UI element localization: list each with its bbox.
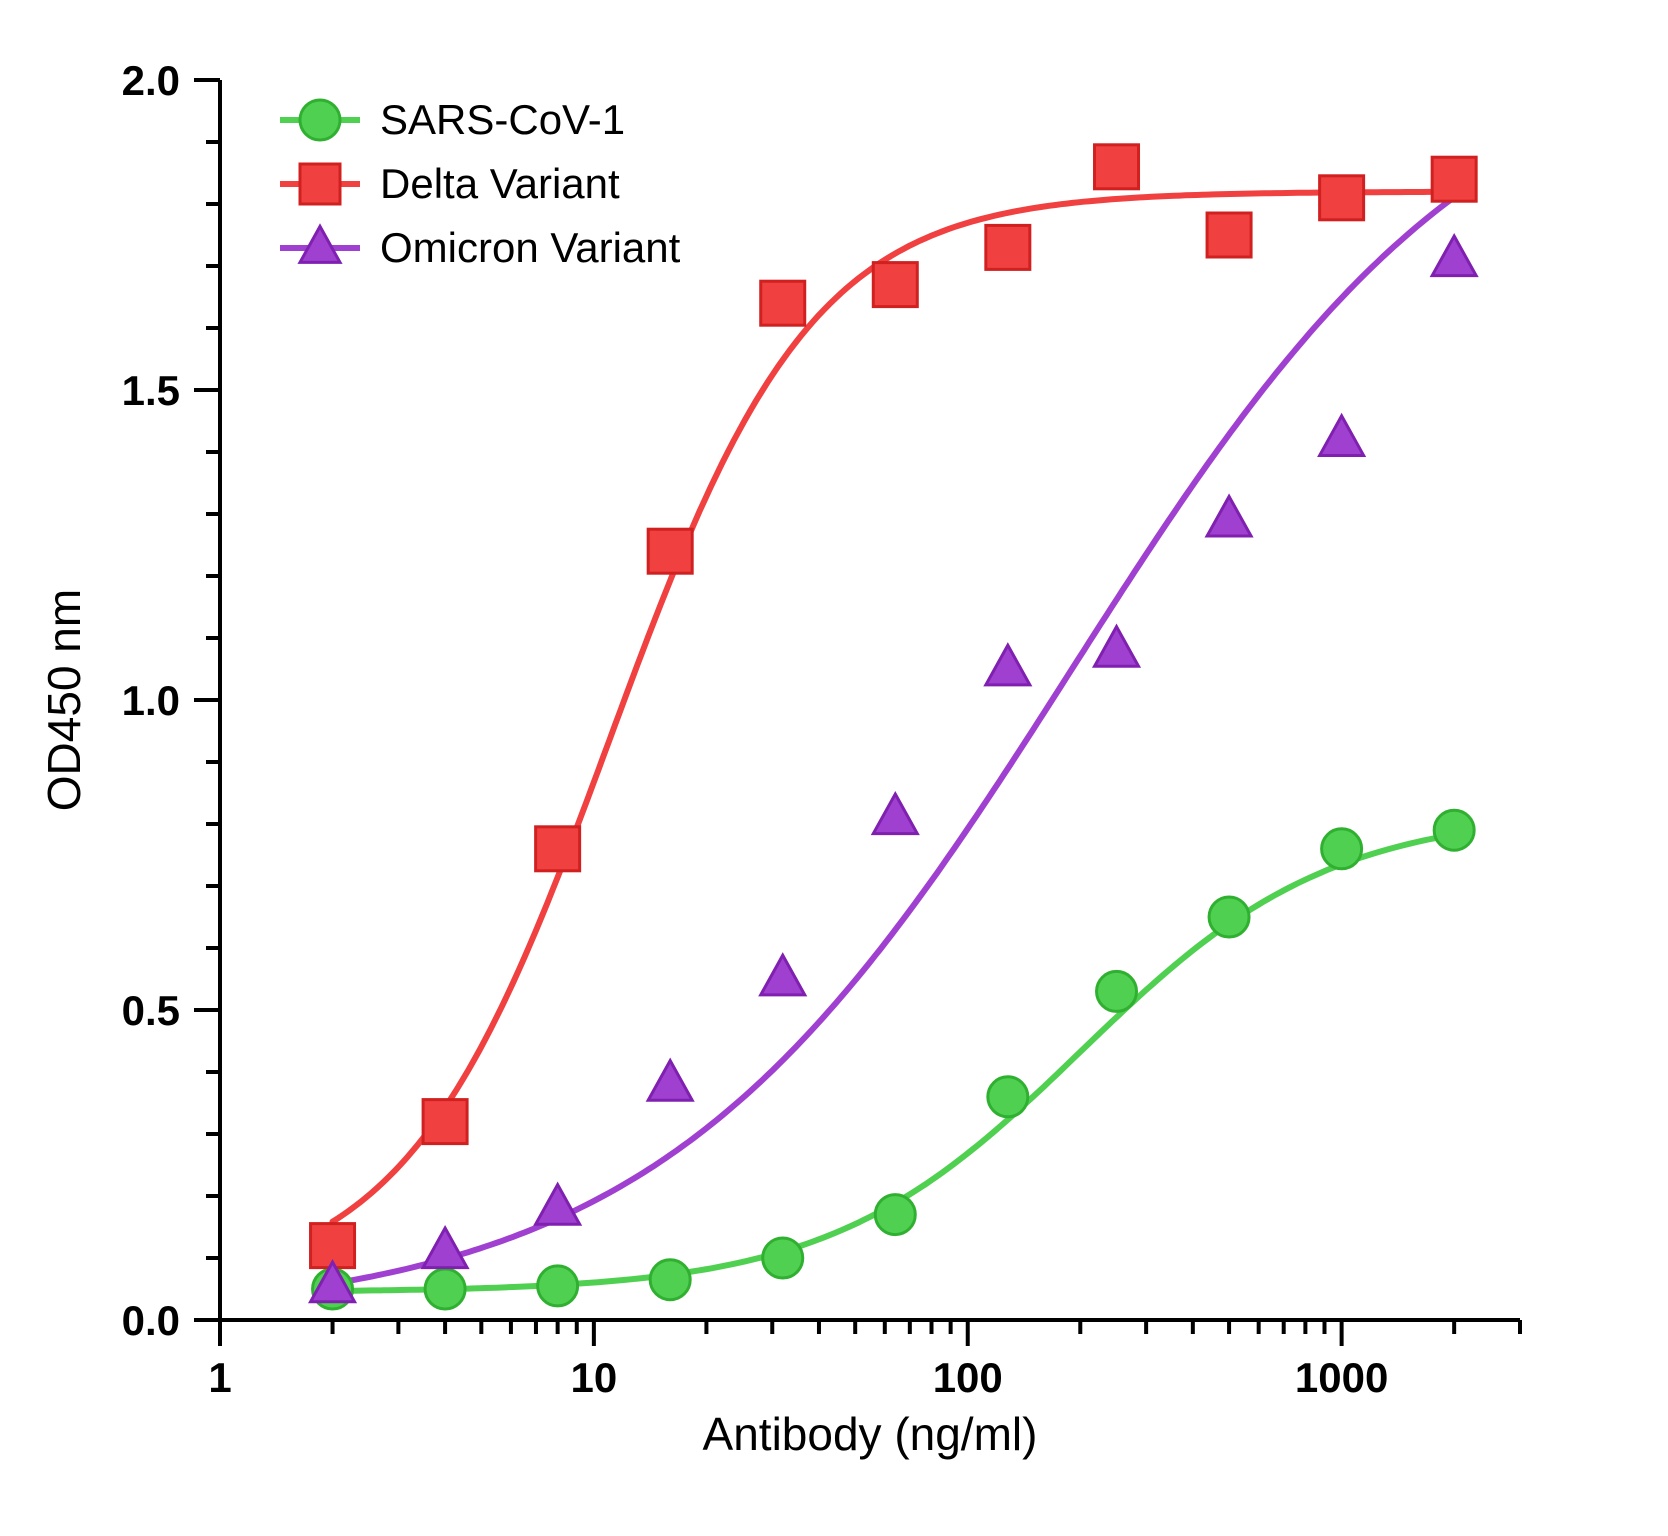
y-tick-label: 1.5	[122, 367, 180, 414]
dose-response-chart: 0.0 0.5 1.0 1.5 2.0 1 10 100 1000 OD450 nm Antibod…	[0, 0, 1668, 1536]
y-axis-label: OD450 nm	[38, 589, 90, 811]
data-point	[1209, 897, 1249, 937]
data-point	[763, 1238, 803, 1278]
data-point	[648, 529, 692, 573]
y-tick-label: 2.0	[122, 57, 180, 104]
y-tick-label: 0.0	[122, 1297, 180, 1344]
data-point	[875, 1195, 915, 1235]
y-tick-label: 0.5	[122, 987, 180, 1034]
data-point	[761, 281, 805, 325]
data-point	[300, 100, 340, 140]
data-point	[538, 1266, 578, 1306]
x-axis-label: Antibody (ng/ml)	[703, 1408, 1038, 1460]
x-tick-label: 1000	[1295, 1354, 1388, 1401]
data-point	[1097, 971, 1137, 1011]
data-point	[425, 1269, 465, 1309]
data-point	[873, 263, 917, 307]
legend-label: Omicron Variant	[380, 224, 681, 271]
data-point	[1207, 213, 1251, 257]
legend-label: Delta Variant	[380, 160, 620, 207]
data-point	[1322, 829, 1362, 869]
data-point	[1434, 810, 1474, 850]
data-point	[650, 1260, 690, 1300]
x-tick-label: 1	[208, 1354, 231, 1401]
chart-container: 0.0 0.5 1.0 1.5 2.0 1 10 100 1000 OD450 nm Antibod…	[0, 0, 1668, 1536]
data-point	[1432, 157, 1476, 201]
data-point	[423, 1100, 467, 1144]
data-point	[1320, 176, 1364, 220]
x-tick-label: 100	[933, 1354, 1003, 1401]
legend-label: SARS-CoV-1	[380, 96, 625, 143]
data-point	[988, 1077, 1028, 1117]
x-tick-label: 10	[571, 1354, 618, 1401]
y-tick-label: 1.0	[122, 677, 180, 724]
data-point	[1095, 145, 1139, 189]
data-point	[536, 827, 580, 871]
data-point	[986, 225, 1030, 269]
data-point	[300, 164, 340, 204]
